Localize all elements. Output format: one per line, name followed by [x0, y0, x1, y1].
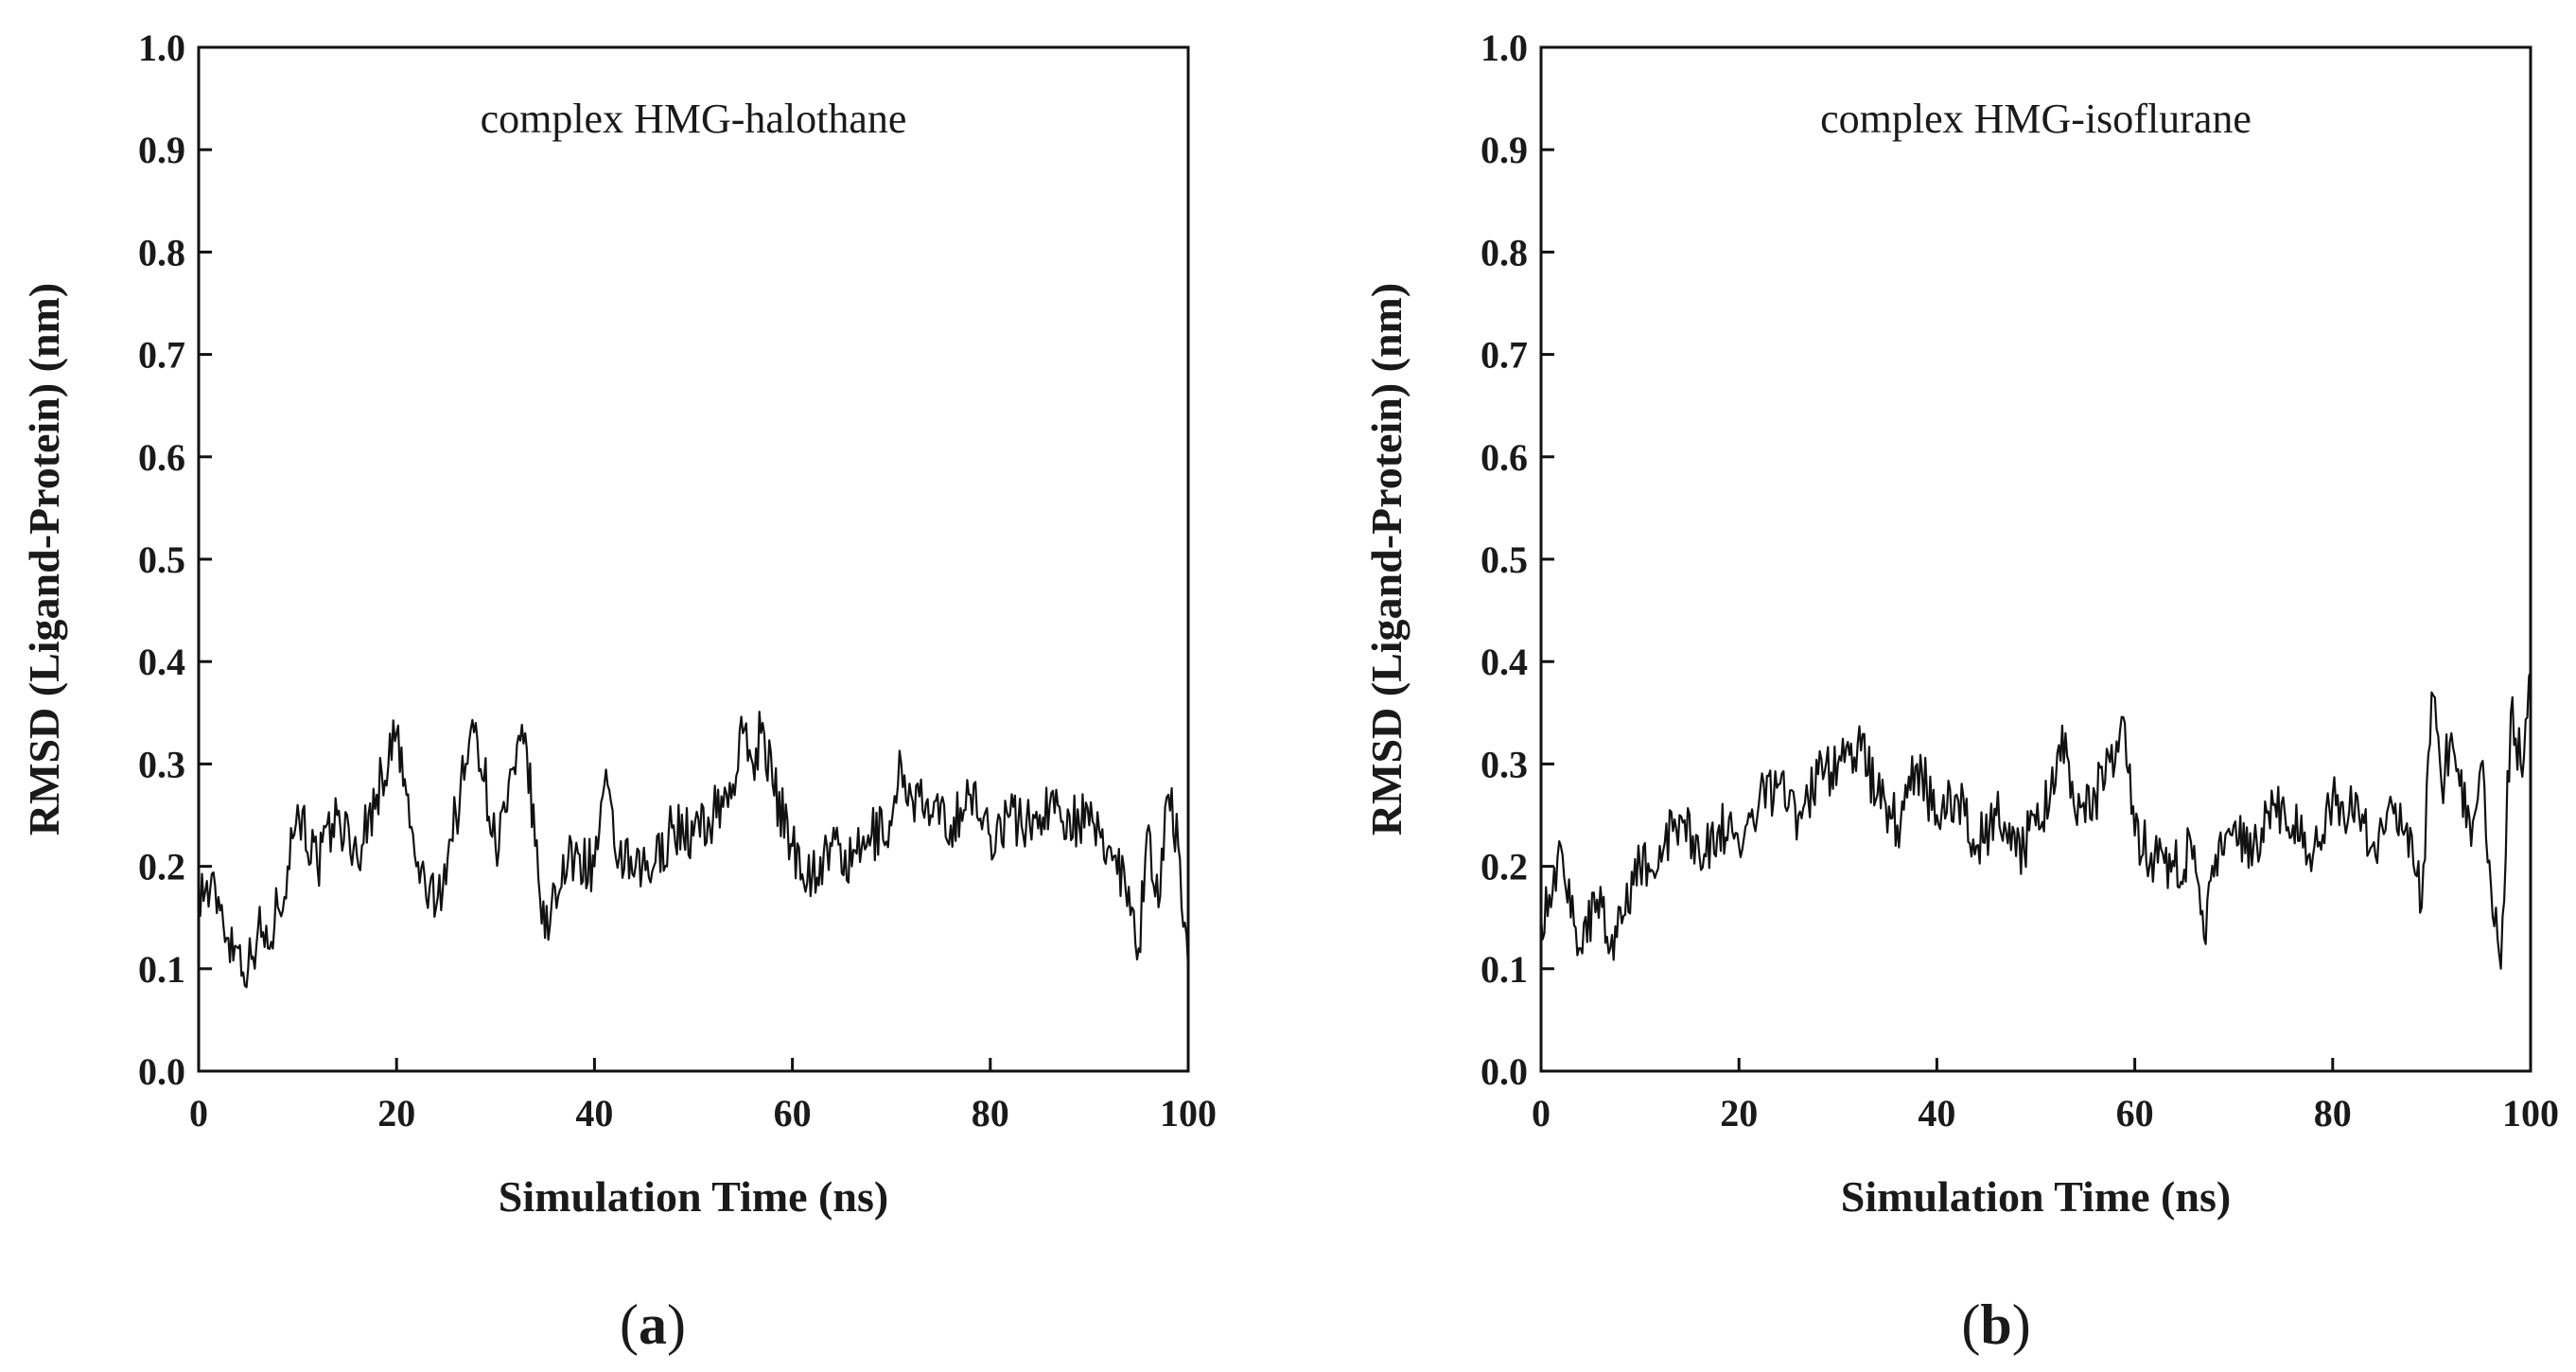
y-tick-label: 0.8	[1481, 231, 1528, 273]
y-tick-label: 1.0	[138, 26, 185, 69]
plot-frame	[1539, 45, 2532, 1073]
y-tick-label: 0.8	[138, 231, 185, 273]
data-layer	[197, 711, 1190, 989]
y-tick-label: 0.5	[1481, 538, 1528, 581]
y-axis-title: RMSD (Ligand-Protein) (nm)	[20, 283, 68, 836]
y-axis-title: RMSD (Ligand-Protein) (nm)	[1362, 283, 1411, 836]
y-tick-label: 0.4	[1481, 641, 1528, 683]
caption-open-paren: (	[1961, 1293, 1980, 1356]
y-tick-label: 0.9	[1481, 129, 1528, 171]
rmsd-series-line	[1539, 671, 2532, 970]
x-tick-label: 40	[1918, 1092, 1955, 1135]
y-tick-label: 0.2	[138, 846, 185, 888]
x-tick-label: 100	[2502, 1092, 2559, 1135]
panel-a: complex HMG-halothane Simulation Time (n…	[20, 26, 1217, 1356]
y-tick-label: 1.0	[1481, 26, 1528, 69]
x-axis-title: Simulation Time (ns)	[499, 1172, 888, 1221]
caption-close-paren: )	[2012, 1293, 2031, 1356]
y-tick-label: 0.7	[138, 334, 185, 377]
y-tick-label: 0.2	[1481, 846, 1528, 888]
y-tick-label: 0.9	[138, 129, 185, 171]
x-tick-label: 20	[377, 1092, 415, 1135]
x-tick-label: 0	[1532, 1092, 1551, 1135]
axis-ticks: 0 20 40 60 80 100 0.0 0.1 0.2 0.3 0.4 0.5 0.6 0.7 0.8 0…	[138, 26, 1217, 1135]
panel-caption: (b)	[1961, 1293, 2030, 1356]
caption-open-paren: (	[620, 1293, 639, 1356]
y-tick-label: 0.3	[1481, 743, 1528, 785]
y-tick-label: 0.1	[138, 948, 185, 991]
y-tick-label: 0.7	[1481, 334, 1528, 377]
panel-b: complex HMG-isoflurane Simulation Time (…	[1362, 26, 2559, 1356]
y-tick-label: 0.1	[1481, 948, 1528, 991]
y-tick-label: 0.0	[138, 1050, 185, 1093]
x-tick-label: 20	[1720, 1092, 1758, 1135]
x-tick-label: 80	[972, 1092, 1009, 1135]
x-tick-label: 60	[774, 1092, 812, 1135]
axis-ticks: 0 20 40 60 80 100 0.0 0.1 0.2 0.3 0.4 0.5 0.6 0.7 0.8 0…	[1481, 26, 2559, 1135]
x-tick-label: 40	[575, 1092, 613, 1135]
y-tick-label: 0.0	[1481, 1050, 1528, 1093]
x-axis-title: Simulation Time (ns)	[1841, 1172, 2231, 1221]
y-tick-label: 0.3	[138, 743, 185, 785]
rmsd-series-line	[197, 711, 1190, 989]
data-layer	[1539, 671, 2532, 970]
chart-annotation: complex HMG-halothane	[481, 96, 907, 142]
plot-frame	[197, 45, 1190, 1073]
y-tick-label: 0.5	[138, 538, 185, 581]
x-tick-label: 60	[2116, 1092, 2154, 1135]
caption-close-paren: )	[667, 1293, 686, 1356]
caption-letter: b	[1980, 1293, 2011, 1356]
x-tick-label: 0	[189, 1092, 208, 1135]
caption-letter: a	[639, 1293, 667, 1356]
chart-annotation: complex HMG-isoflurane	[1820, 96, 2252, 142]
x-tick-label: 100	[1160, 1092, 1217, 1135]
y-tick-label: 0.6	[138, 436, 185, 479]
y-tick-label: 0.6	[1481, 436, 1528, 479]
y-tick-label: 0.4	[138, 641, 185, 683]
x-tick-label: 80	[2314, 1092, 2352, 1135]
panel-caption: (a)	[620, 1293, 686, 1356]
